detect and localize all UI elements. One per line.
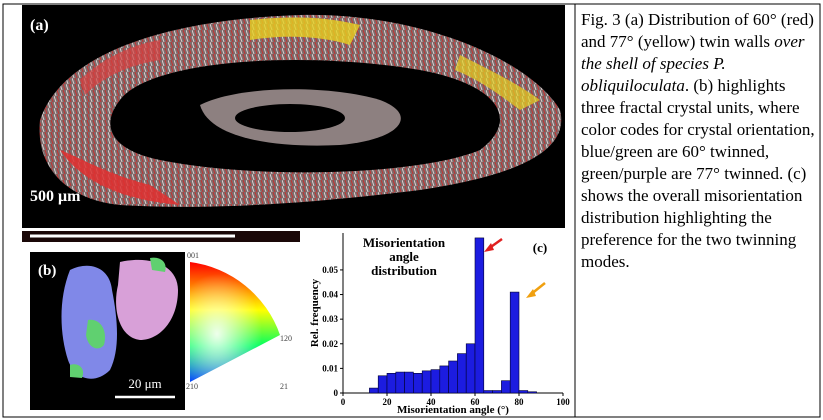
y-tick-label: 0.04: [322, 290, 338, 300]
scale-label: 500 μm: [30, 188, 81, 205]
caption-text: . (b) highlights three fractal crystal u…: [581, 76, 815, 271]
bar: [422, 371, 431, 393]
y-tick-label: 0.02: [322, 339, 338, 349]
caption: Fig. 3 (a) Distribution of 60° (red) and…: [581, 9, 817, 273]
x-tick-label: 20: [383, 397, 393, 407]
bar: [413, 373, 422, 393]
bar: [457, 354, 466, 393]
bar: [449, 361, 458, 393]
y-tick-label: 0: [334, 388, 339, 398]
key-label: 001: [187, 251, 199, 260]
bar: [405, 372, 414, 393]
annotation: angle: [389, 249, 419, 264]
bar: [466, 344, 475, 393]
bar: [475, 238, 484, 393]
page: (a) 500 μm (b) 20 μm 001 120 210 21 0 0.0…: [0, 0, 823, 420]
panel-label: (b): [38, 263, 56, 279]
x-tick-label: 100: [556, 397, 570, 407]
y-tick-label: 0.05: [322, 265, 338, 275]
annotation: distribution: [371, 263, 438, 278]
bar: [519, 391, 528, 393]
panel-label: (c): [533, 240, 547, 255]
bar: [387, 373, 396, 393]
key-label: 210: [186, 382, 198, 391]
key-label: 120: [280, 334, 292, 343]
bar: [369, 388, 378, 393]
bar: [396, 372, 405, 393]
x-tick-label: 0: [341, 397, 346, 407]
bar: [440, 366, 449, 393]
bar: [378, 376, 387, 393]
image-b: (b) 20 μm 001 120 210 21: [30, 251, 292, 410]
annotation: Misorientation: [363, 235, 446, 250]
bar: [501, 381, 510, 393]
scale-label: 20 μm: [128, 376, 161, 391]
panel-label: (a): [30, 17, 49, 34]
image-a: (a) 500 μm: [22, 5, 565, 242]
bar: [493, 391, 502, 393]
bar: [528, 392, 537, 393]
bar: [510, 292, 519, 393]
x-axis-label: Misorientation angle (°): [397, 404, 509, 416]
bar: [431, 370, 440, 393]
bar: [484, 391, 493, 393]
y-tick-label: 0.03: [322, 314, 338, 324]
y-axis-label: Rel. frequency: [309, 278, 321, 347]
y-tick-label: 0.01: [322, 363, 338, 373]
x-tick-label: 80: [515, 397, 525, 407]
key-label: 21: [280, 382, 288, 391]
